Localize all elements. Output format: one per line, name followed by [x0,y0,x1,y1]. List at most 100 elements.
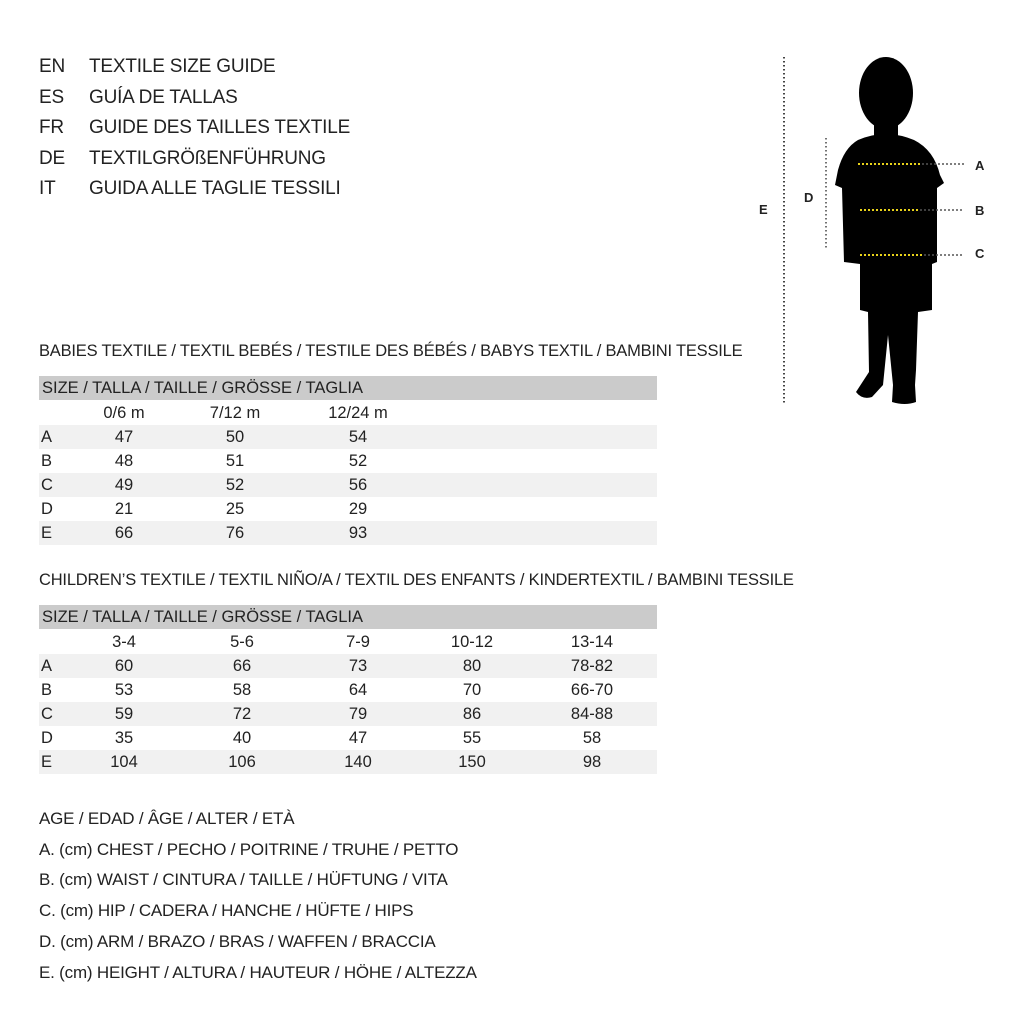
legend-item: A. (cm) CHEST / PECHO / POITRINE / TRUHE… [39,839,459,859]
column-header: 7-9 [346,633,370,651]
guide-title: TEXTILGRÖßENFÜHRUNG [89,147,326,169]
language-code: DE [39,147,65,169]
column-header-row: 3-4 5-6 7-9 10-12 13-14 [39,630,657,654]
table-cell: 84-88 [570,705,614,723]
table-cell: 49 [114,476,134,494]
table-row: B 53 58 64 70 66-70 [39,678,657,702]
table-cell: 76 [225,524,245,542]
legend-item: C. (cm) HIP / CADERA / HANCHE / HÜFTE / … [39,901,414,921]
column-header: 12/24 m [328,404,388,422]
babies-size-table: SIZE / TALLA / TAILLE / GRÖSSE / TAGLIA 0… [39,376,657,545]
row-label: C [41,705,53,723]
table-header: SIZE / TALLA / TAILLE / GRÖSSE / TAGLIA [39,376,657,400]
table-row: C 49 52 56 [39,473,657,497]
label-d: D [804,190,813,205]
table-cell: 21 [114,500,134,518]
table-row: B 48 51 52 [39,449,657,473]
language-code: EN [39,56,65,77]
label-c: C [975,246,985,261]
table-row: E 104 106 140 150 98 [39,750,657,774]
guide-title: TEXTILE SIZE GUIDE [89,56,276,77]
language-code: ES [39,86,64,108]
child-silhouette-figure: A B C D E [759,57,985,405]
table-cell: 50 [225,428,245,446]
table-cell: 47 [348,729,368,747]
language-code: FR [39,117,64,138]
children-size-table: SIZE / TALLA / TAILLE / GRÖSSE / TAGLIA 3… [39,605,657,774]
children-section-title: CHILDREN’S TEXTILE / TEXTIL NIÑO/A / TEX… [39,571,794,589]
table-cell: 66 [114,524,134,542]
table-cell: 58 [232,681,252,699]
babies-section-title: BABIES TEXTILE / TEXTIL BEBÉS / TESTILE … [39,342,743,360]
table-cell: 73 [348,657,368,675]
table-cell: 54 [348,428,368,446]
table-cell: 106 [228,753,256,771]
column-header: 5-6 [230,633,254,651]
legend-item: D. (cm) ARM / BRAZO / BRAS / WAFFEN / BR… [39,931,436,951]
table-cell: 93 [348,524,368,542]
label-a: A [975,158,985,173]
table-header: SIZE / TALLA / TAILLE / GRÖSSE / TAGLIA [39,605,657,629]
language-code: IT [39,178,56,199]
row-label: E [41,753,53,771]
table-cell: 40 [232,729,252,747]
row-label: D [41,729,53,747]
row-label: A [41,657,53,675]
column-header: 0/6 m [103,404,145,422]
table-cell: 35 [114,729,134,747]
table-cell: 66-70 [570,681,614,699]
table-cell: 72 [232,705,252,723]
table-row: C 59 72 79 86 84-88 [39,702,657,726]
table-cell: 79 [348,705,368,723]
label-b: B [975,203,984,218]
table-cell: 55 [462,729,482,747]
guide-title: GUIDE DES TAILLES TEXTILE [89,117,351,138]
row-label: B [41,681,53,699]
guide-title: GUIDA ALLE TAGLIE TESSILI [89,178,341,199]
legend-age: AGE / EDAD / ÂGE / ALTER / ETÀ [39,809,295,828]
table-row: A 60 66 73 80 78-82 [39,654,657,678]
column-header: 3-4 [112,633,136,651]
column-header-row: 0/6 m 7/12 m 12/24 m [39,401,657,425]
table-row: E 66 76 93 [39,521,657,545]
row-label: C [41,476,53,494]
guide-title: GUÍA DE TALLAS [89,86,238,108]
label-e: E [759,202,768,217]
table-cell: 51 [225,452,245,470]
table-cell: 78-82 [570,657,614,675]
table-row: D 35 40 47 55 58 [39,726,657,750]
table-cell: 52 [348,452,368,470]
legend-item: B. (cm) WAIST / CINTURA / TAILLE / HÜFTU… [39,870,448,890]
table-cell: 98 [582,753,602,771]
table-row: A 47 50 54 [39,425,657,449]
table-cell: 66 [232,657,252,675]
table-cell: 52 [225,476,245,494]
table-cell: 70 [462,681,482,699]
table-cell: 25 [225,500,245,518]
table-cell: 86 [462,705,482,723]
table-cell: 80 [462,657,482,675]
column-header: 7/12 m [209,404,261,422]
table-cell: 60 [114,657,134,675]
table-cell: 59 [114,705,134,723]
legend-item: E. (cm) HEIGHT / ALTURA / HAUTEUR / HÖHE… [39,962,477,982]
row-label: E [41,524,53,542]
measurement-guides [783,57,964,405]
table-cell: 64 [348,681,368,699]
table-cell: 47 [114,428,134,446]
table-row: D 21 25 29 [39,497,657,521]
row-label: B [41,452,53,470]
column-header: 13-14 [570,633,614,651]
table-cell: 140 [344,753,372,771]
table-cell: 48 [114,452,134,470]
table-cell: 53 [114,681,134,699]
table-cell: 104 [110,753,138,771]
row-label: D [41,500,53,518]
child-silhouette [835,57,944,404]
table-cell: 58 [582,729,602,747]
table-cell: 56 [348,476,368,494]
table-cell: 29 [348,500,368,518]
column-header: 10-12 [450,633,494,651]
row-label: A [41,428,53,446]
table-cell: 150 [458,753,486,771]
